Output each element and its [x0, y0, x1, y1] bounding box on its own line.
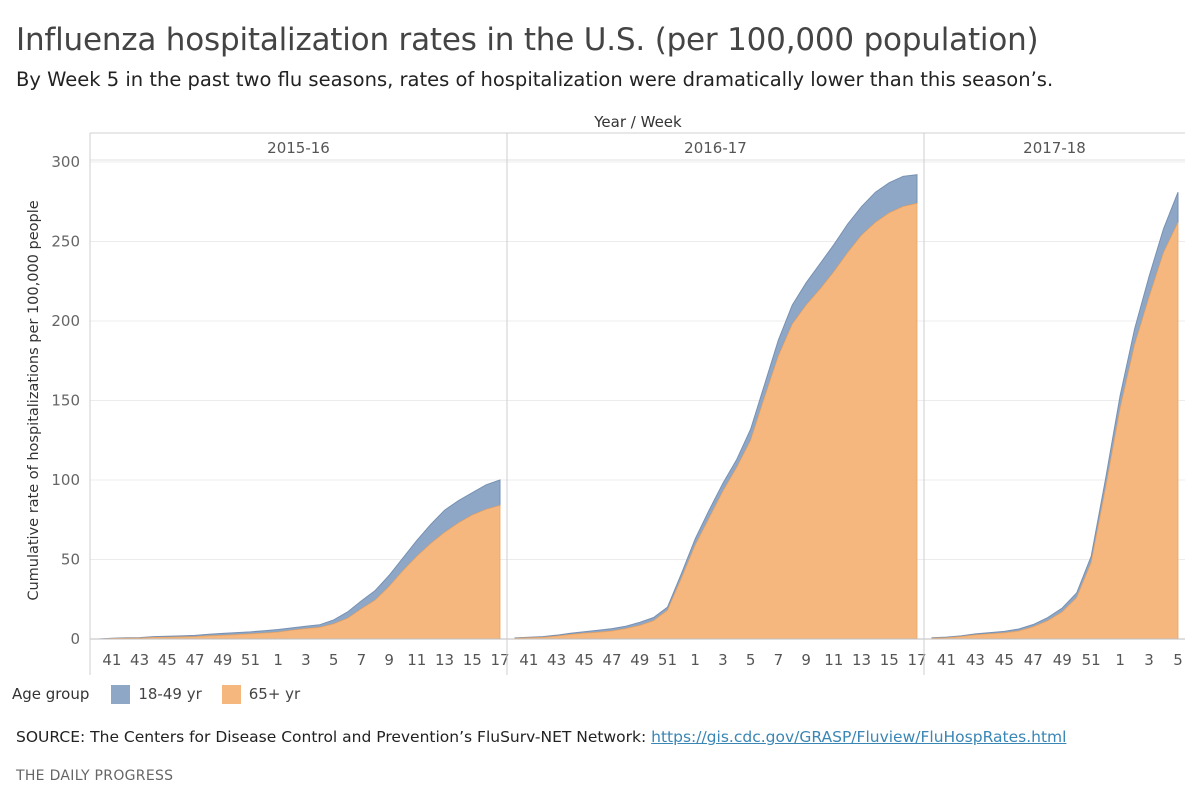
panel-2017-18: 2017-18 41 43 45 47 49 51 1 3 5	[931, 139, 1183, 669]
x-tick-label: 43	[966, 651, 985, 669]
x-tick-label: 17	[490, 651, 509, 669]
y-tick-label: 0	[70, 630, 80, 648]
area-65plus-2015-16	[97, 504, 501, 640]
x-tick-label: 3	[301, 651, 311, 669]
y-tick-label: 100	[51, 471, 80, 489]
legend-item-65plus[interactable]: 65+ yr	[221, 684, 301, 704]
x-tick-label: 11	[824, 651, 843, 669]
x-tick-label: 13	[852, 651, 871, 669]
x-tick-label: 1	[1115, 651, 1125, 669]
x-tick-label: 9	[384, 651, 394, 669]
x-tick-label: 49	[213, 651, 232, 669]
legend-label-18-49: 18-49 yr	[138, 685, 202, 703]
x-tick-label: 47	[1024, 651, 1043, 669]
x-tick-label: 15	[880, 651, 899, 669]
x-tick-label: 47	[185, 651, 204, 669]
panel-label: 2017-18	[1023, 139, 1086, 157]
x-tick-label: 1	[273, 651, 283, 669]
x-tick-label: 3	[1144, 651, 1154, 669]
x-tick-label: 13	[435, 651, 454, 669]
x-tick-label: 51	[658, 651, 677, 669]
y-tick-label: 300	[51, 153, 80, 171]
y-tick-label: 150	[51, 392, 80, 410]
x-tick-label: 11	[407, 651, 426, 669]
x-tick-label: 43	[130, 651, 149, 669]
panel-label: 2015-16	[267, 139, 330, 157]
y-tick-label: 250	[51, 233, 80, 251]
source-link[interactable]: https://gis.cdc.gov/GRASP/Fluview/FluHos…	[651, 728, 1067, 746]
legend-title: Age group	[12, 685, 90, 703]
x-tick-label: 9	[801, 651, 811, 669]
legend: Age group 18-49 yr 65+ yr	[12, 682, 320, 706]
area-65plus-2017-18	[931, 222, 1179, 640]
panel-label: 2016-17	[684, 139, 747, 157]
x-tick-label: 17	[907, 651, 926, 669]
x-tick-label: 43	[547, 651, 566, 669]
x-tick-label: 47	[602, 651, 621, 669]
chart-title: Influenza hospitalization rates in the U…	[16, 22, 1039, 58]
legend-swatch-65plus	[221, 684, 241, 704]
x-tick-label: 51	[1082, 651, 1101, 669]
area-65plus-2016-17	[514, 202, 918, 640]
y-tick-label: 200	[51, 312, 80, 330]
y-tick-label: 50	[61, 551, 80, 569]
x-tick-label: 51	[241, 651, 260, 669]
x-tick-label: 45	[995, 651, 1014, 669]
x-tick-label: 15	[463, 651, 482, 669]
x-tick-label: 41	[102, 651, 121, 669]
legend-label-65plus: 65+ yr	[248, 685, 301, 703]
x-tick-label: 1	[690, 651, 700, 669]
x-tick-label: 41	[937, 651, 956, 669]
x-tick-label: 45	[575, 651, 594, 669]
publisher-credit: THE DAILY PROGRESS	[16, 768, 174, 784]
x-tick-label: 7	[774, 651, 784, 669]
y-axis-label: Cumulative rate of hospitalizations per …	[26, 200, 42, 600]
x-tick-label: 49	[1053, 651, 1072, 669]
x-tick-label: 7	[357, 651, 367, 669]
area-chart: Year / Week Cumulative rate of hospitaliz…	[26, 113, 1185, 675]
legend-item-18-49[interactable]: 18-49 yr	[111, 684, 202, 704]
column-header: Year / Week	[593, 113, 682, 131]
x-tick-label: 41	[519, 651, 538, 669]
chart-subtitle: By Week 5 in the past two flu seasons, r…	[16, 68, 1054, 91]
x-tick-label: 5	[1173, 651, 1183, 669]
x-tick-label: 5	[329, 651, 339, 669]
x-tick-label: 5	[746, 651, 756, 669]
x-tick-label: 45	[158, 651, 177, 669]
legend-swatch-18-49	[111, 684, 131, 704]
x-tick-label: 49	[630, 651, 649, 669]
x-tick-label: 3	[718, 651, 728, 669]
source-note: SOURCE: The Centers for Disease Control …	[16, 728, 1066, 746]
source-text: SOURCE: The Centers for Disease Control …	[16, 728, 652, 746]
